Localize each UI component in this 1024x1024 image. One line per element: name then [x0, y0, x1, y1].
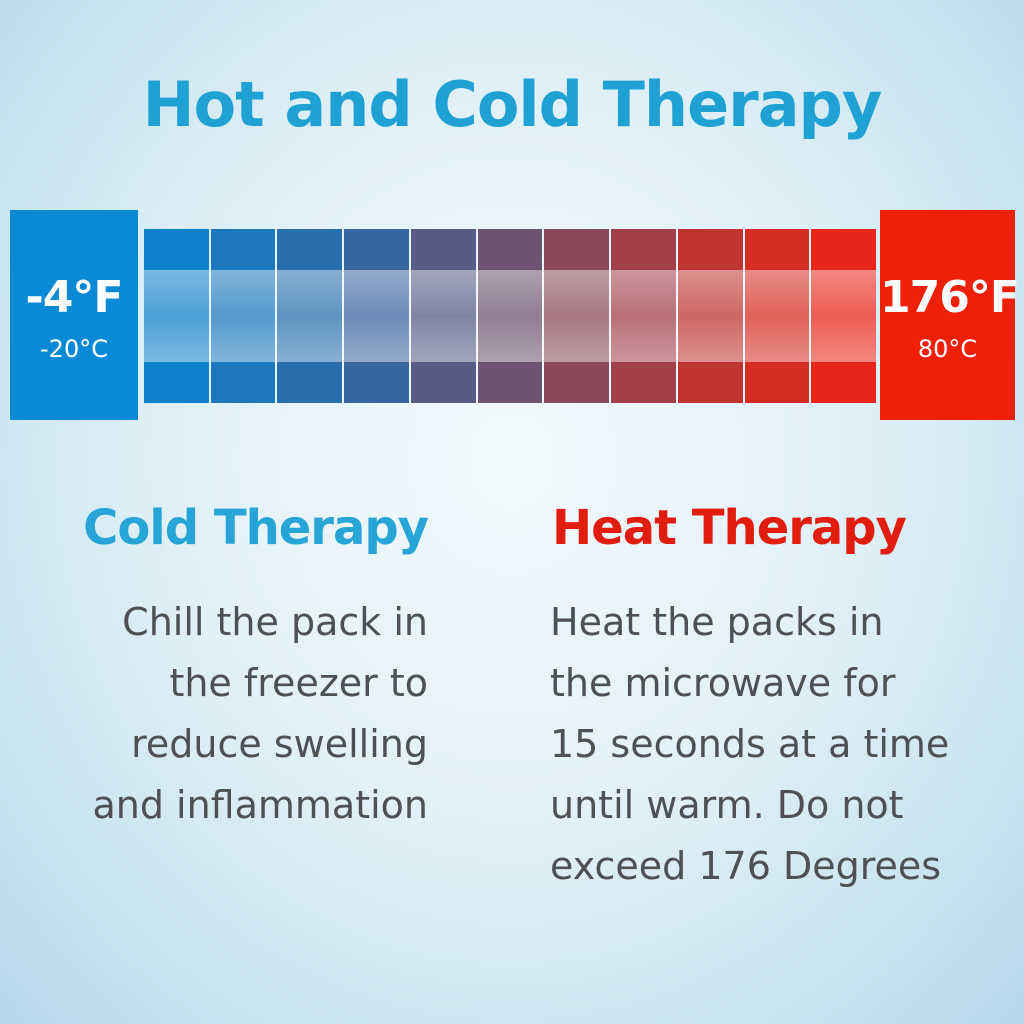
temperature-gradient-bar: [144, 229, 876, 403]
hot-celsius: 80°C: [917, 335, 978, 363]
gradient-segment: [210, 229, 276, 403]
text-line: 15 seconds at a time: [550, 722, 950, 766]
hot-temperature-box: 176°F 80°C: [880, 210, 1020, 420]
gradient-segment: [277, 229, 343, 403]
text-line: Heat the packs in: [550, 600, 884, 644]
gradient-segment: [344, 229, 409, 403]
cold-fahrenheit: -4°F: [25, 272, 124, 323]
text-line: until warm. Do not: [550, 783, 904, 827]
text-line: and inflammation: [92, 783, 428, 827]
gradient-segment: [544, 229, 610, 403]
gradient-segment: [410, 229, 476, 403]
gradient-segment: [477, 229, 543, 403]
text-line: the microwave for: [550, 661, 896, 705]
gradient-segment: [744, 229, 810, 403]
text-line: Chill the pack in: [122, 600, 428, 644]
text-line: the freezer to: [169, 661, 428, 705]
cold-celsius: -20°C: [40, 335, 108, 363]
text-line: reduce swelling: [131, 722, 428, 766]
gradient-segment: [677, 229, 743, 403]
cold-therapy-text: Chill the pack in the freezer to reduce …: [92, 592, 428, 836]
gradient-segment: [144, 229, 209, 403]
cold-temperature-box: -4°F -20°C: [10, 210, 138, 420]
gradient-segment: [811, 229, 876, 403]
hot-fahrenheit: 176°F: [880, 272, 1020, 323]
text-line: exceed 176 Degrees: [550, 844, 942, 888]
cold-therapy-heading: Cold Therapy: [83, 500, 429, 556]
page-title: Hot and Cold Therapy: [142, 68, 883, 141]
heat-therapy-text: Heat the packs in the microwave for 15 s…: [550, 592, 949, 897]
gradient-segment: [611, 229, 676, 403]
heat-therapy-heading: Heat Therapy: [552, 500, 907, 556]
